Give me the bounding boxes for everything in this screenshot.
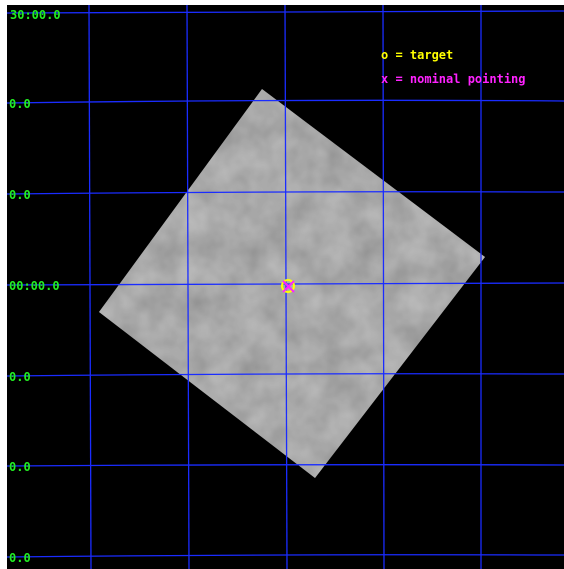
- legend-target: o = target: [381, 48, 454, 62]
- coord-label-row-1: 0.0: [9, 97, 31, 111]
- sky-overlay: [7, 5, 564, 569]
- coord-label-center: 00:00.0: [9, 279, 60, 293]
- target-circle-icon: [281, 279, 295, 293]
- coord-label-top: 30:00.0: [10, 8, 61, 22]
- grid-lines: [7, 5, 564, 569]
- coord-label-row-6: 0.0: [9, 551, 31, 565]
- legend-nominal-pointing: x = nominal pointing: [381, 72, 526, 86]
- coord-label-row-4: 0.0: [9, 370, 31, 384]
- coord-label-row-2: 0.0: [9, 188, 31, 202]
- sky-image-panel[interactable]: 30:00.0 0.0 0.0 00:00.0 0.0 0.0 0.0 o = …: [7, 5, 564, 569]
- coord-label-row-5: 0.0: [9, 460, 31, 474]
- nominal-pointing-cross-icon: [282, 280, 295, 293]
